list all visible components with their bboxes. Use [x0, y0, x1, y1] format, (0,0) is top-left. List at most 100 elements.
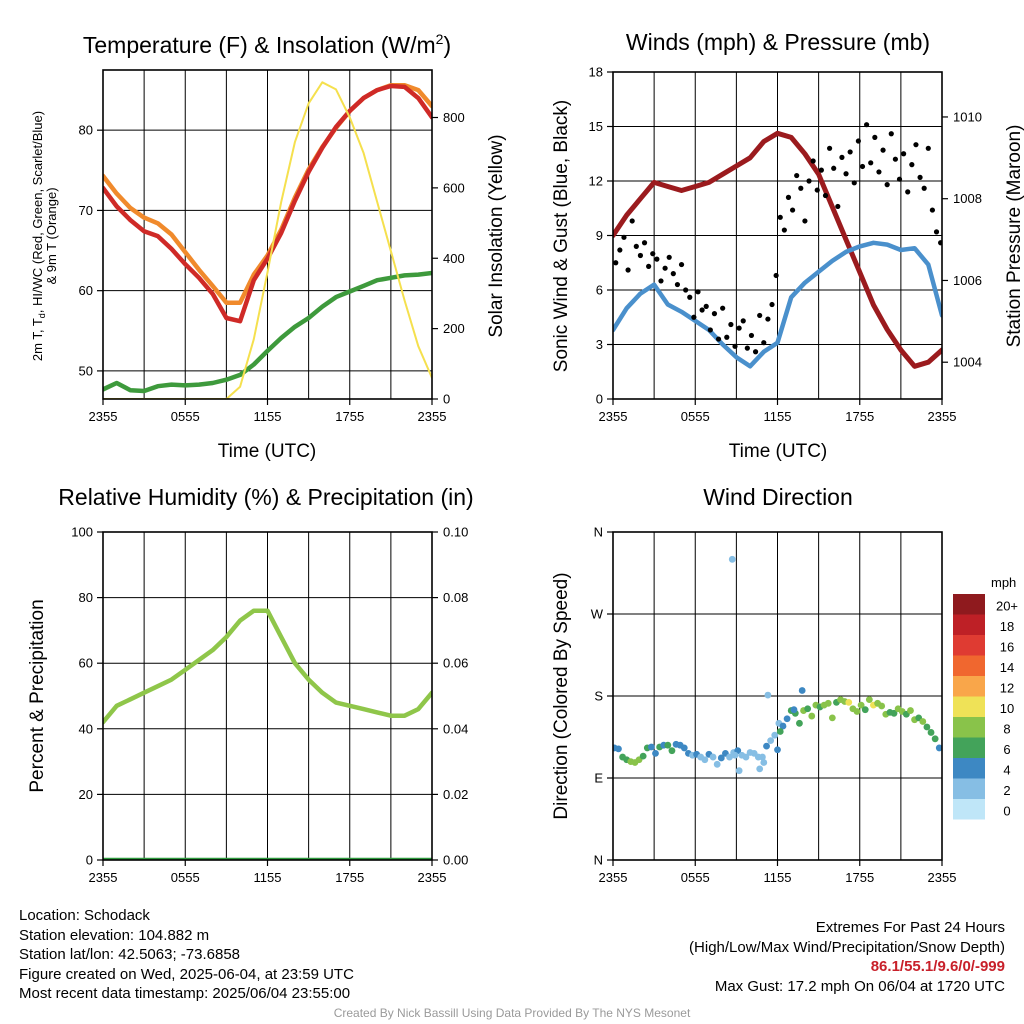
wind-gust-point: [859, 163, 866, 170]
wind-gust-point: [720, 305, 726, 311]
wind-xlabel: Time (UTC): [729, 441, 828, 462]
rh-ytick-label: 40: [79, 721, 93, 736]
wind-gust-point: [625, 267, 631, 273]
wind-gust-point: [637, 252, 644, 259]
wind-gust-point: [925, 145, 931, 151]
rh-plot: 0 20 40 60 80 100 0.00 0.02 0.04 0.06 0.08 0.10 2355…: [71, 525, 468, 886]
dir-speed-point: [647, 743, 655, 751]
wind-ytick-label: 9: [596, 228, 603, 243]
rh-ytick-right-label: 0.04: [443, 721, 468, 736]
figure-created: Figure created on Wed, 2025-06-04, at 23…: [19, 965, 354, 983]
wind-ylabel-left: Sonic Wind & Gust (Blue, Black): [551, 100, 572, 372]
dir-legend-swatch: [953, 594, 985, 615]
dir-speed-point: [680, 744, 688, 752]
temp-xtick-label: 2355: [89, 409, 118, 424]
rh-ytick-label: 100: [71, 525, 93, 540]
dir-speed-point: [824, 699, 832, 707]
extremes-title: Extremes For Past 24 Hours: [815, 919, 1005, 936]
dir-legend-label: 8: [1003, 721, 1010, 736]
dir-panel-title: Wind Direction: [703, 484, 853, 510]
dir-legend-label: 6: [1003, 742, 1010, 757]
dir-legend-swatch: [953, 696, 985, 717]
dir-speed-point: [845, 698, 853, 706]
rh-ytick-label: 60: [79, 656, 93, 671]
dir-speed-point: [615, 745, 622, 753]
extremes-info: Extremes For Past 24 Hours (High/Low/Max…: [689, 918, 1005, 996]
wind-ytick-label: 15: [589, 119, 603, 134]
wind-gust-point: [831, 165, 837, 171]
dir-xtick-label: 1755: [845, 870, 874, 885]
dir-legend-label: 0: [1003, 803, 1010, 818]
dir-speed-point: [756, 765, 764, 773]
dir-speed-point: [668, 747, 676, 755]
wind-gust-point: [843, 171, 849, 177]
wind-gust-point: [757, 312, 763, 319]
wind-gust-point: [909, 162, 915, 168]
wind-gust-point: [864, 122, 870, 128]
dir-xtick-label: 1155: [764, 870, 792, 885]
rh-ytick-label: 80: [79, 590, 93, 605]
dir-ytick-label: W: [591, 607, 604, 622]
wind-gust-point: [736, 325, 742, 331]
wind-gust-point: [798, 185, 804, 191]
dir-speed-point: [717, 754, 725, 762]
dir-speed-point: [828, 714, 836, 722]
dir-speed-point: [731, 751, 739, 759]
rh-ytick-right-label: 0.00: [443, 853, 468, 868]
dir-speed-point: [796, 719, 803, 727]
dir-legend-label: 16: [1000, 639, 1014, 654]
temp-xtick-label: 1755: [335, 409, 364, 424]
dir-legend-label: 14: [1000, 660, 1014, 675]
wind-gust-point: [826, 145, 833, 151]
wind-gust-point: [748, 332, 755, 339]
wind-gust-point: [617, 247, 623, 253]
wind-gust-point: [847, 149, 853, 155]
wind-series-line-1: [613, 240, 942, 369]
dir-plot: N E S W N 2355 0555 1155 1755 2355: [591, 525, 957, 886]
svg-text:& 9m T (Orange): & 9m T (Orange): [44, 187, 59, 284]
wind-gust-point: [678, 261, 685, 268]
wind-ytick-label: 3: [596, 337, 603, 352]
rh-ytick-label: 0: [86, 853, 93, 868]
wind-ylabel-right: Station Pressure (Maroon): [1004, 125, 1024, 348]
dir-ytick-label: N: [594, 853, 603, 868]
wind-gust-point: [633, 243, 639, 249]
wind-ytick-right-label: 1010: [953, 109, 982, 124]
rh-xtick-label: 2355: [89, 870, 118, 885]
dir-speed-point: [808, 712, 816, 720]
dir-legend-label: 12: [1000, 680, 1014, 695]
dir-legend-swatch: [953, 614, 985, 635]
dir-xtick-label: 2355: [599, 870, 628, 885]
dir-legend-swatch: [953, 778, 985, 799]
wind-gust-point: [901, 151, 907, 157]
dir-speed-point: [890, 709, 898, 717]
wind-gust-point: [715, 336, 722, 342]
wind-gust-point: [650, 251, 656, 257]
wind-gust-point: [641, 240, 648, 246]
wind-gust-point: [781, 227, 787, 233]
dir-speed-point: [853, 708, 861, 715]
temp-ytick-label: 60: [79, 283, 93, 298]
wind-ytick-label: 6: [596, 283, 603, 298]
wind-gust-point: [938, 240, 942, 246]
rh-ytick-right-label: 0.10: [443, 525, 468, 540]
dir-speed-point: [763, 742, 770, 750]
dir-xtick-label: 2355: [928, 870, 957, 885]
station-info: Location: Schodack Station elevation: 10…: [19, 906, 354, 1004]
dir-ytick-label: N: [594, 525, 603, 540]
dir-speed-point: [759, 753, 766, 761]
wind-gust-point: [773, 272, 779, 279]
rh-series-line-0: [103, 608, 432, 725]
wind-gust-point: [695, 289, 701, 295]
dir-legend-title: mph: [991, 575, 1016, 590]
wind-gust-point: [740, 318, 746, 324]
wind-data: [613, 122, 942, 369]
wind-gust-point: [810, 158, 816, 164]
temp-panel-title: Temperature (F) & Insolation (W/m2): [83, 31, 451, 58]
dir-legend-label: 10: [1000, 701, 1014, 716]
wind-gust-point: [662, 265, 668, 271]
temp-ytick-right-label: 600: [443, 180, 465, 195]
wind-gust-point: [724, 334, 730, 340]
dir-speed-point: [783, 715, 791, 723]
wind-gust-point: [691, 314, 697, 320]
